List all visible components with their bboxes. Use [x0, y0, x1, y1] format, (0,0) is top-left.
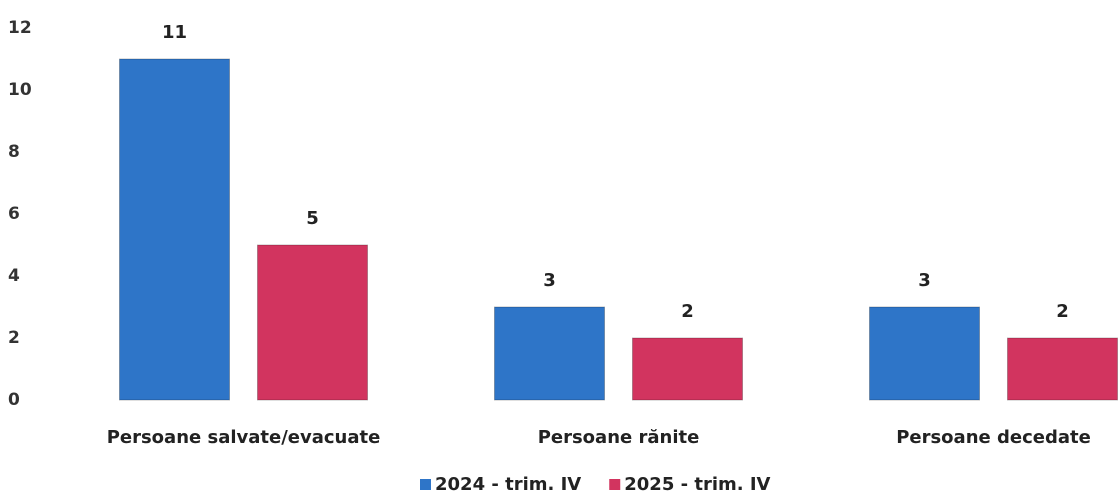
data-label: 2: [1056, 301, 1069, 322]
y-tick-label: 2: [8, 328, 20, 348]
y-tick-label: 0: [8, 390, 20, 410]
legend-label: 2025 - trim. IV: [624, 474, 770, 495]
y-tick-label: 10: [8, 80, 32, 100]
y-tick-label: 8: [8, 142, 20, 162]
data-label: 3: [543, 270, 556, 291]
bar: [869, 306, 980, 401]
bar: [257, 244, 368, 401]
x-tick-label: Persoane rănite: [538, 427, 700, 448]
bar: [1007, 337, 1118, 401]
data-label: 2: [681, 301, 694, 322]
bar: [494, 306, 605, 401]
data-label: 11: [162, 22, 187, 43]
y-tick-label: 6: [8, 204, 20, 224]
legend-swatch: [609, 479, 621, 490]
legend-swatch: [420, 479, 431, 490]
y-tick-label: 4: [8, 266, 20, 286]
x-tick-label: Persoane salvate/evacuate: [107, 427, 381, 448]
data-label: 3: [918, 270, 931, 291]
data-label: 5: [306, 208, 319, 229]
legend-label: 2024 - trim. IV: [435, 474, 581, 495]
x-tick-label: Persoane decedate: [896, 427, 1091, 448]
bar: [119, 58, 230, 401]
bar: [632, 337, 743, 401]
y-tick-label: 12: [8, 18, 32, 38]
